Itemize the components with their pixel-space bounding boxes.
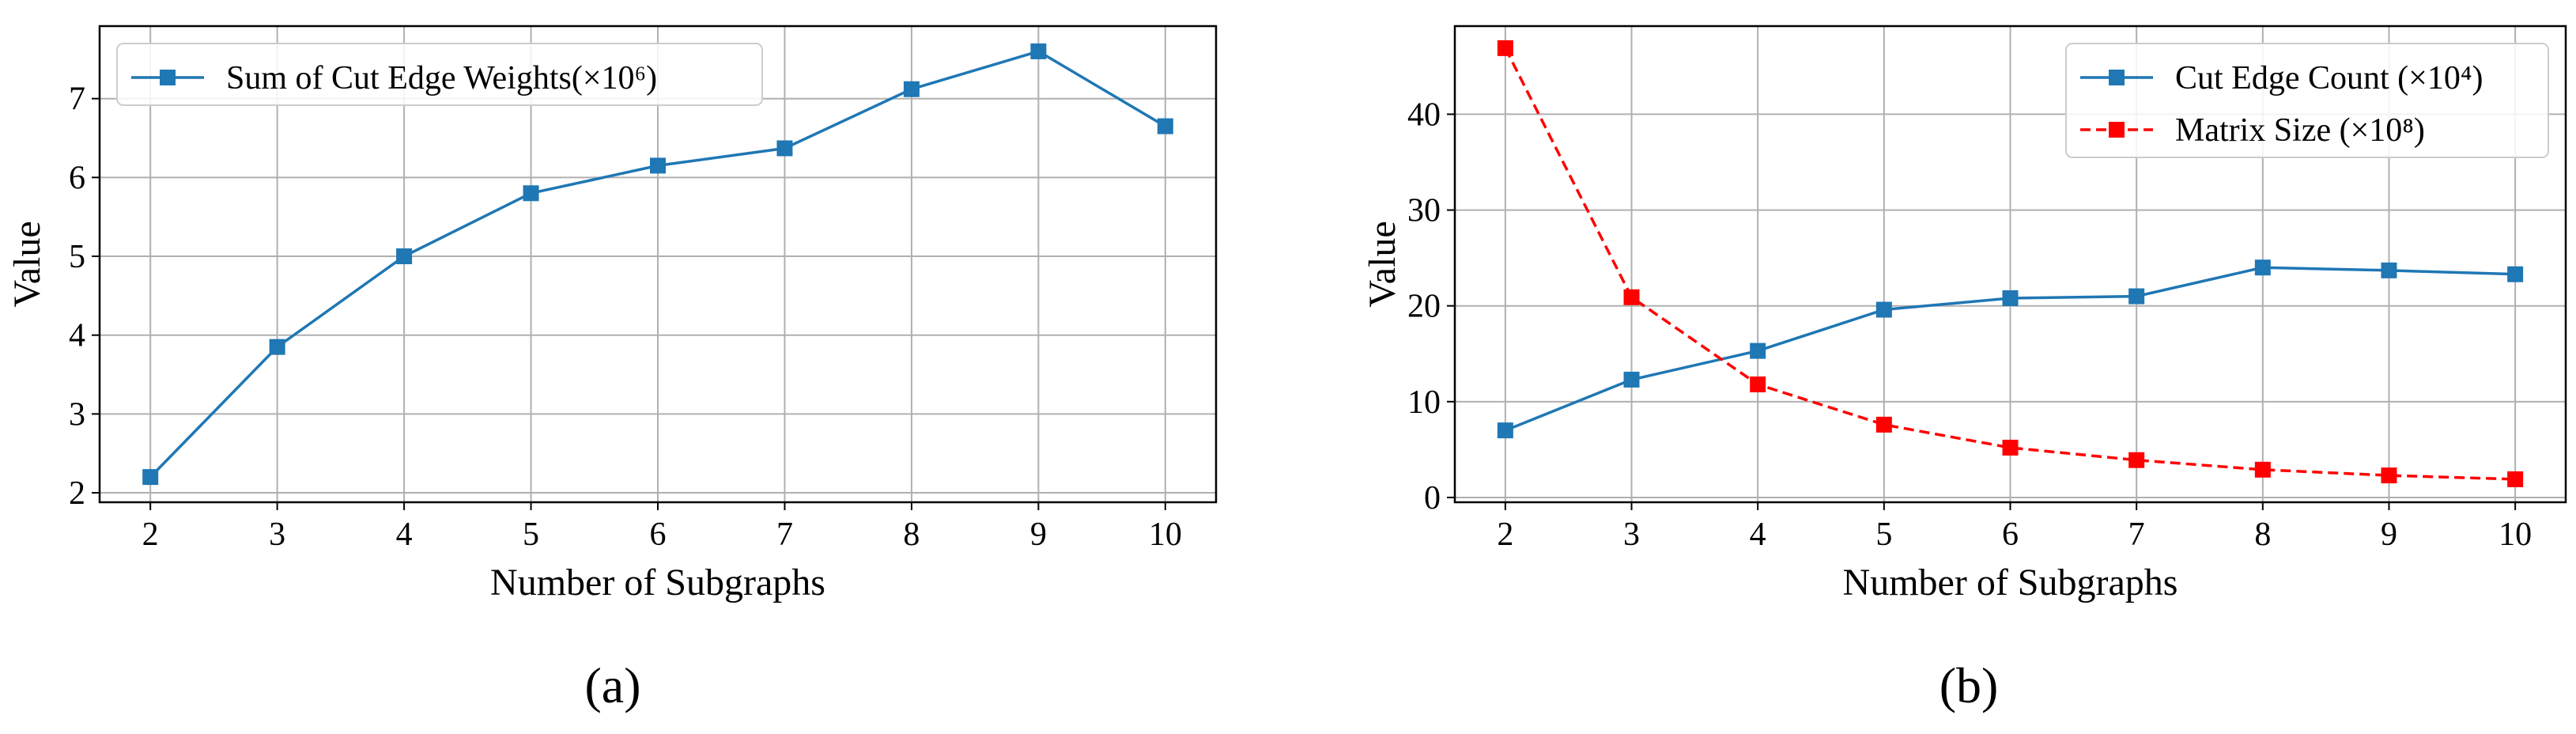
- chart-a-plot-frame: [98, 25, 1218, 504]
- chart-a-series-0-point: [396, 248, 413, 265]
- chart-b-y-tick-label: 30: [1407, 193, 1441, 229]
- chart-a-x-tick-label: 9: [1030, 516, 1047, 553]
- chart-a-y-axis-label: Value: [6, 221, 48, 307]
- chart-b-x-tick-label: 4: [1750, 516, 1766, 553]
- chart-b-series-1-point: [1623, 289, 1640, 305]
- chart-b-legend-marker-0: [2109, 70, 2125, 85]
- chart-b-series-0-point: [2507, 266, 2524, 282]
- chart-a-series-0-point: [1157, 118, 1173, 134]
- chart-a-y-tick-label: 5: [69, 239, 85, 275]
- chart-b-x-tick-label: 3: [1623, 516, 1640, 553]
- chart-a-series-0-point: [269, 339, 285, 355]
- chart-a-x-tick-label: 6: [650, 516, 667, 553]
- chart-b-legend-marker-1: [2109, 122, 2125, 138]
- chart-a-x-tick-label: 8: [903, 516, 920, 553]
- chart-b-y-tick-label: 10: [1407, 384, 1441, 421]
- chart-b-series-0-point: [1623, 371, 1640, 388]
- chart-b-series-1-point: [2002, 439, 2019, 456]
- chart-b-legend-box: [2065, 43, 2549, 158]
- chart-b-x-tick-label: 2: [1497, 516, 1513, 553]
- chart-a-series-0-point: [523, 185, 539, 202]
- chart-b-series-1-point: [1875, 416, 1892, 433]
- chart-b-x-tick-label: 8: [2254, 516, 2271, 553]
- chart-b-x-tick-label: 9: [2381, 516, 2397, 553]
- chart-b-series-1-point: [2381, 467, 2397, 484]
- chart-b-x-tick-label: 5: [1875, 516, 1892, 553]
- chart-a-series-0-point: [1030, 43, 1047, 59]
- chart-b-series-1-point: [1750, 376, 1766, 393]
- chart-b-x-tick-label: 6: [2002, 516, 2019, 553]
- chart-a-x-tick-label: 7: [776, 516, 793, 553]
- chart-b-x-tick-label: 7: [2128, 516, 2145, 553]
- panel-a-label: (a): [584, 657, 640, 713]
- chart-b-series-0-point: [2002, 290, 2019, 306]
- chart-b-y-tick-label: 0: [1424, 480, 1441, 516]
- chart-a-series-0-point: [903, 81, 920, 97]
- chart-a-series-0-point: [776, 140, 793, 157]
- chart-a-series-0-point: [650, 157, 666, 174]
- chart-b-x-tick-label: 10: [2499, 516, 2532, 553]
- chart-a-series-0-point: [142, 469, 159, 486]
- chart-a-x-tick-label: 3: [269, 516, 285, 553]
- chart-b-legend-label-0: Cut Edge Count (×10⁴): [2175, 60, 2483, 96]
- chart-b-series-0-point: [1750, 342, 1766, 359]
- chart-b-series-0-point: [1497, 422, 1513, 439]
- chart-b-series-0-point: [2254, 259, 2271, 276]
- chart-b-series-0-point: [1875, 301, 1892, 318]
- chart-b-series-1-point: [2507, 471, 2524, 487]
- chart-b-series-0-point: [2128, 288, 2145, 305]
- chart-b-legend-label-1: Matrix Size (×10⁸): [2175, 112, 2425, 149]
- chart-a-x-axis-label: Number of Subgraphs: [490, 562, 825, 603]
- chart-a-legend-marker-0: [160, 70, 176, 85]
- chart-a-y-tick-label: 4: [69, 318, 85, 354]
- chart-a-x-tick-label: 4: [396, 516, 413, 553]
- chart-b-series-1-point: [1497, 40, 1513, 56]
- chart-b-series-1-point: [2128, 452, 2145, 468]
- panel-b-label: (b): [1940, 657, 1999, 713]
- chart-b-x-axis-label: Number of Subgraphs: [1843, 562, 2178, 603]
- chart-b-y-axis-label: Value: [1362, 221, 1403, 307]
- chart-a-y-tick-label: 7: [69, 81, 85, 118]
- chart-b-series-0-point: [2381, 262, 2397, 278]
- chart-a-y-tick-label: 6: [69, 160, 85, 196]
- chart-b-series-1-point: [2254, 461, 2271, 478]
- chart-b-y-tick-label: 20: [1407, 289, 1441, 325]
- chart-b-plot-frame: [1453, 25, 2567, 504]
- chart-b-y-tick-label: 40: [1407, 96, 1441, 133]
- chart-a-y-tick-label: 2: [69, 475, 85, 512]
- chart-a-legend-box: [116, 43, 763, 106]
- chart-a-y-tick-label: 3: [69, 396, 85, 433]
- chart-a-x-tick-label: 2: [142, 516, 159, 553]
- chart-b-series-1-line: [1504, 47, 2516, 481]
- chart-a-x-tick-label: 5: [523, 516, 539, 553]
- chart-a-x-tick-label: 10: [1149, 516, 1182, 553]
- chart-a-legend-label-0: Sum of Cut Edge Weights(×10⁶): [226, 60, 657, 96]
